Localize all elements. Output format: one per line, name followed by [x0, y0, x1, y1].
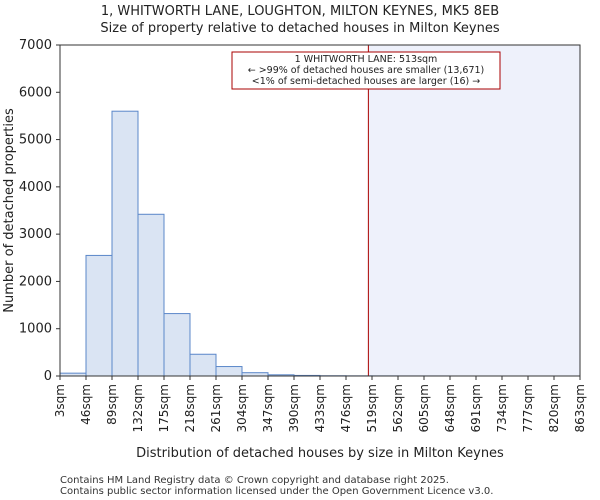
x-tick-label: 820sqm [547, 384, 561, 432]
x-tick-label: 390sqm [287, 384, 301, 432]
y-tick-label: 0 [44, 369, 52, 384]
x-tick-label: 304sqm [235, 384, 249, 432]
annotation-line-2: ← >99% of detached houses are smaller (1… [248, 65, 485, 76]
annotation-line-1: 1 WHITWORTH LANE: 513sqm [295, 54, 438, 65]
x-tick-label: 562sqm [391, 384, 405, 432]
x-tick-label: 519sqm [365, 384, 379, 432]
y-tick-label: 4000 [19, 180, 52, 195]
y-tick-label: 7000 [19, 38, 52, 53]
bar-261sqm [215, 366, 243, 377]
x-tick-label: 433sqm [313, 384, 327, 432]
x-tick-label: 89sqm [105, 384, 119, 425]
plot-frame [59, 44, 581, 377]
y-tick-label: 5000 [19, 133, 52, 148]
chart-subtitle: Size of property relative to detached ho… [100, 21, 500, 36]
x-axis-label: Distribution of detached houses by size … [136, 446, 504, 461]
y-tick-label: 2000 [19, 274, 52, 289]
x-tick-label: 605sqm [417, 384, 431, 432]
bar-132sqm [137, 213, 165, 377]
footer-copyright: Contains HM Land Registry data © Crown c… [60, 475, 449, 486]
bar-218sqm [189, 353, 217, 377]
chart-title: 1, WHITWORTH LANE, LOUGHTON, MILTON KEYN… [100, 4, 500, 19]
y-axis-label: Number of detached properties [2, 108, 17, 313]
histogram-bars [59, 110, 451, 377]
y-tick-label: 3000 [19, 227, 52, 242]
x-tick-label: 261sqm [209, 384, 223, 432]
x-tick-label: 132sqm [131, 384, 145, 432]
x-tick-label: 46sqm [79, 384, 93, 425]
annotation-line-3: <1% of semi-detached houses are larger (… [252, 76, 480, 87]
annotation-box: 1 WHITWORTH LANE: 513sqm ← >99% of detac… [231, 51, 501, 90]
x-tick-label: 734sqm [495, 384, 509, 432]
bar-175sqm [163, 313, 191, 377]
bar-89sqm [111, 110, 139, 377]
x-tick-label: 347sqm [261, 384, 275, 432]
x-tick-label: 218sqm [183, 384, 197, 432]
x-tick-label: 476sqm [339, 384, 353, 432]
larger-than-property-region [368, 45, 580, 376]
x-tick-label: 777sqm [521, 384, 535, 432]
x-tick-label: 863sqm [573, 384, 587, 432]
x-tick-label: 175sqm [157, 384, 171, 432]
y-tick-label: 1000 [19, 322, 52, 337]
x-tick-label: 691sqm [469, 384, 483, 432]
x-tick-label: 648sqm [443, 384, 457, 432]
footer-licence: Contains public sector information licen… [60, 486, 494, 497]
bar-46sqm [85, 254, 113, 377]
y-tick-label: 6000 [19, 85, 52, 100]
x-axis-ticks: 3sqm 46sqm 89sqm 132sqm 175sqm 218sqm 261sqm 30… [53, 376, 587, 432]
y-axis-ticks: 0 1000 2000 3000 4000 5000 6000 7000 [19, 38, 60, 384]
x-tick-label: 3sqm [53, 384, 67, 417]
